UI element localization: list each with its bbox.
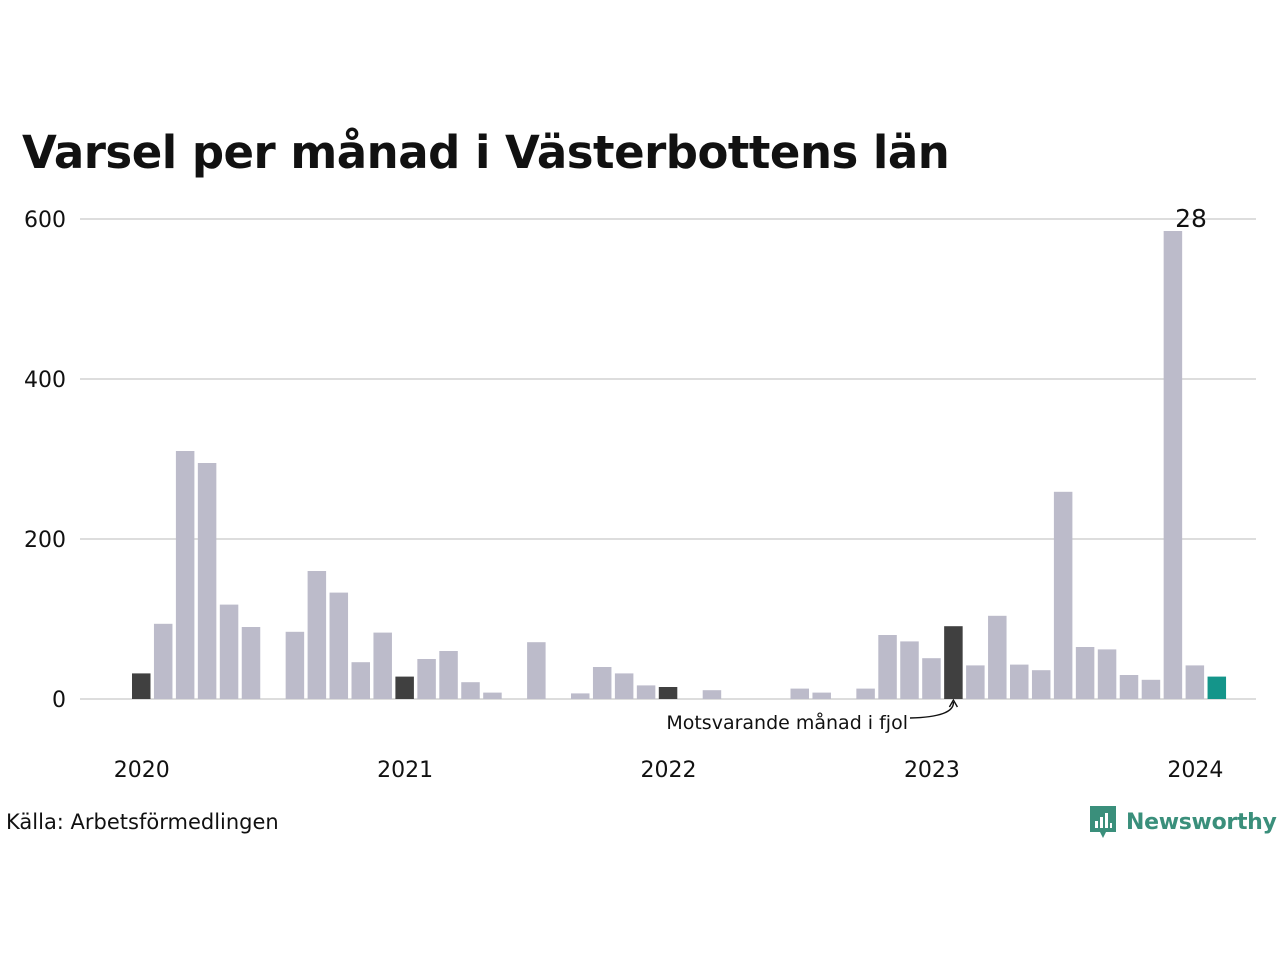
bar bbox=[702, 690, 722, 699]
bar bbox=[241, 627, 261, 699]
x-tick-label: 2024 bbox=[1167, 758, 1223, 783]
bar bbox=[373, 632, 392, 699]
bar bbox=[307, 571, 327, 699]
x-tick-label: 2022 bbox=[641, 758, 697, 783]
bar bbox=[527, 642, 546, 699]
bar bbox=[1119, 675, 1139, 699]
bar bbox=[219, 604, 239, 699]
y-tick-label: 0 bbox=[52, 688, 66, 713]
bar-same-month-prev-year bbox=[132, 673, 151, 699]
current-value-label: 28 bbox=[1175, 204, 1207, 233]
bar-current-month bbox=[1207, 676, 1227, 699]
chart-title: Varsel per månad i Västerbottens län bbox=[22, 126, 950, 179]
bar bbox=[922, 658, 941, 699]
newsworthy-logo-icon bbox=[1090, 806, 1116, 838]
bar bbox=[483, 692, 502, 699]
source-label: Källa: Arbetsförmedlingen bbox=[6, 810, 279, 834]
newsworthy-logo: Newsworthy bbox=[1088, 804, 1277, 840]
bar bbox=[636, 685, 656, 699]
bar bbox=[571, 693, 590, 699]
annotation-arrowhead bbox=[948, 698, 959, 708]
bar bbox=[329, 592, 349, 699]
bar bbox=[461, 682, 480, 699]
bar bbox=[614, 673, 634, 699]
y-tick-label: 400 bbox=[24, 368, 66, 393]
bar bbox=[900, 641, 919, 699]
x-tick-label: 2021 bbox=[377, 758, 433, 783]
bar bbox=[1031, 670, 1051, 699]
bar-same-month-prev-year bbox=[658, 687, 678, 699]
newsworthy-logo-text: Newsworthy bbox=[1126, 809, 1277, 835]
x-tick-label: 2023 bbox=[904, 758, 960, 783]
bar bbox=[878, 635, 897, 699]
bar bbox=[1185, 665, 1205, 699]
bar bbox=[1141, 679, 1161, 699]
bar-chart: 0 200 400 600 2020 2021 2022 2023 2024 28 Motsva… bbox=[24, 204, 1256, 783]
bar-same-month-prev-year bbox=[395, 676, 414, 699]
bar bbox=[1097, 649, 1117, 699]
bar bbox=[197, 463, 217, 699]
bar bbox=[351, 662, 370, 699]
annotations: 28 Motsvarande månad i fjol bbox=[666, 204, 1207, 734]
bar bbox=[592, 667, 612, 699]
bar bbox=[153, 623, 173, 699]
annotation-arrow bbox=[909, 701, 955, 719]
bar bbox=[812, 692, 831, 699]
x-axis-year-labels: 2020 2021 2022 2023 2024 bbox=[114, 758, 1224, 783]
x-tick-label: 2020 bbox=[114, 758, 170, 783]
y-tick-label: 200 bbox=[24, 528, 66, 553]
bar bbox=[1163, 231, 1183, 699]
bar bbox=[1075, 647, 1095, 699]
bar bbox=[856, 688, 875, 699]
bar bbox=[790, 688, 809, 699]
bar bbox=[285, 631, 305, 699]
bar bbox=[988, 615, 1007, 699]
y-tick-label: 600 bbox=[24, 208, 66, 233]
bar bbox=[439, 651, 458, 699]
bar bbox=[1053, 491, 1073, 699]
bar bbox=[1010, 664, 1029, 699]
bars bbox=[132, 231, 1227, 699]
bar bbox=[175, 451, 195, 699]
y-axis-ticks: 0 200 400 600 bbox=[24, 208, 66, 713]
bar bbox=[966, 665, 985, 699]
bar-same-month-prev-year bbox=[944, 626, 963, 699]
annotation-text: Motsvarande månad i fjol bbox=[666, 711, 908, 734]
bar bbox=[417, 659, 436, 699]
